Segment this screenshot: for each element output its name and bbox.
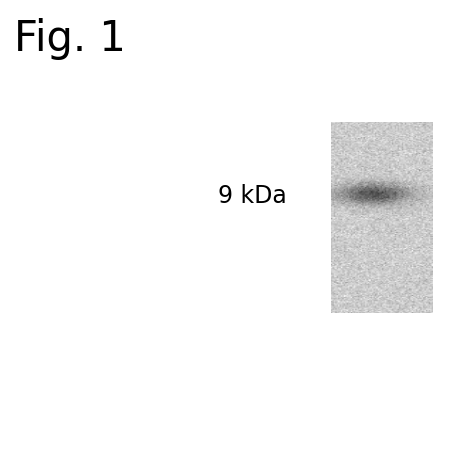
- Text: 9 kDa: 9 kDa: [218, 184, 286, 208]
- Text: Fig. 1: Fig. 1: [14, 18, 126, 60]
